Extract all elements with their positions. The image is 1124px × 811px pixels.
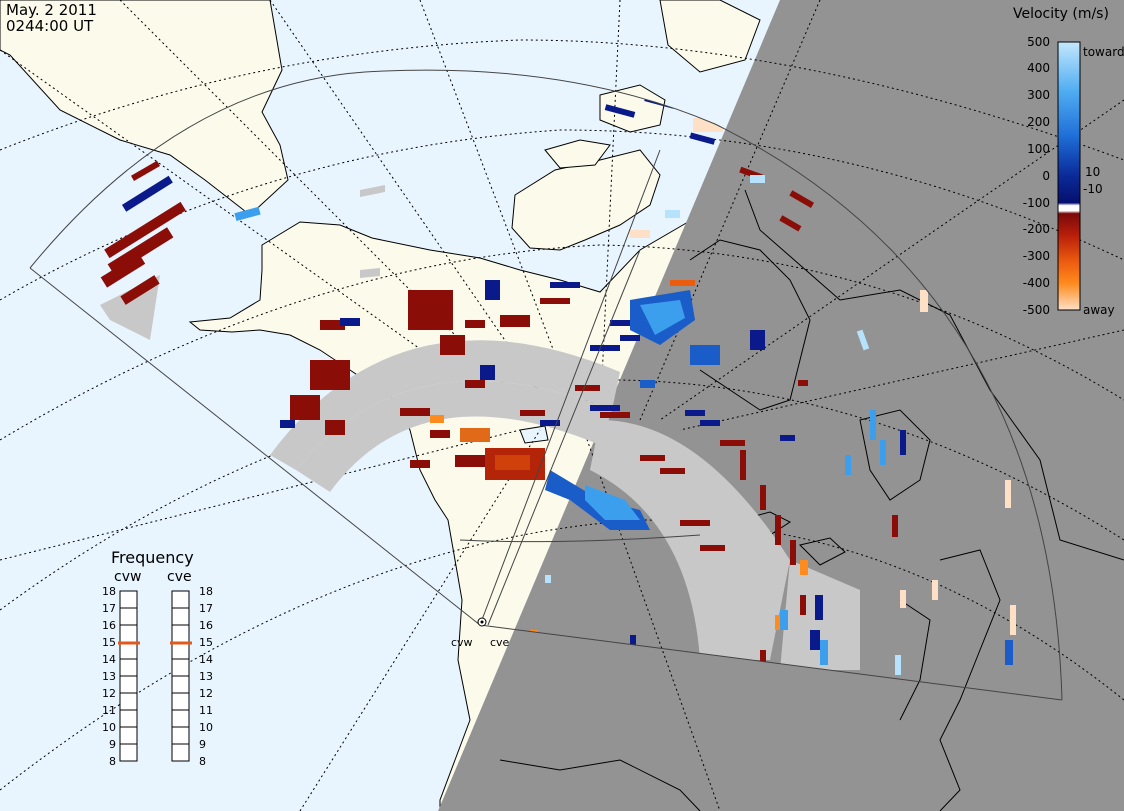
colorbar-title: Velocity (m/s) bbox=[1013, 6, 1109, 22]
frequency-tick-left: 11 bbox=[102, 704, 116, 717]
radar-site-marker bbox=[480, 620, 484, 624]
colorbar-tick: -400 bbox=[1022, 276, 1050, 290]
ground-scatter bbox=[590, 420, 790, 660]
radar-label-cve: cve bbox=[490, 636, 510, 649]
frequency-tick-right: 13 bbox=[199, 670, 213, 683]
frequency-label-cvw: cvw bbox=[114, 569, 142, 585]
colorbar-tick: -200 bbox=[1022, 222, 1050, 236]
frequency-tick-right: 9 bbox=[199, 738, 206, 751]
ground-scatter bbox=[270, 340, 620, 470]
time-label: 0244:00 UT bbox=[6, 17, 94, 35]
frequency-tick-left: 16 bbox=[102, 619, 116, 632]
radar-data bbox=[100, 91, 1016, 675]
frequency-tick-left: 18 bbox=[102, 585, 116, 598]
colorbar-inner-label: -10 bbox=[1083, 182, 1103, 196]
frequency-label-cve: cve bbox=[167, 569, 192, 585]
night-side bbox=[438, 0, 1124, 811]
colorbar-tick: -300 bbox=[1022, 249, 1050, 263]
frequency-title: Frequency bbox=[111, 548, 194, 567]
ground-scatter bbox=[296, 380, 612, 492]
strong-away-cells bbox=[430, 415, 444, 423]
frequency-tick-right: 17 bbox=[199, 602, 213, 615]
frequency-tick-right: 11 bbox=[199, 704, 213, 717]
frequency-tick-left: 15 bbox=[102, 636, 116, 649]
frequency-tick-left: 8 bbox=[109, 755, 116, 768]
frequency-tick-right: 15 bbox=[199, 636, 213, 649]
frequency-tick-left: 13 bbox=[102, 670, 116, 683]
colorbar-tick: 500 bbox=[1027, 35, 1050, 49]
away-cells bbox=[100, 160, 898, 665]
ground-scatter bbox=[360, 185, 385, 197]
strong-away-cells bbox=[495, 455, 530, 470]
colorbar-tick: 0 bbox=[1042, 169, 1050, 183]
frequency-tick-right: 8 bbox=[199, 755, 206, 768]
colorbar-tick: 400 bbox=[1027, 61, 1050, 75]
strong-away-cells bbox=[460, 428, 490, 442]
toward-cells bbox=[234, 206, 886, 665]
ground-scatter bbox=[470, 395, 525, 415]
toward-cells bbox=[545, 175, 901, 675]
frequency-tick-right: 10 bbox=[199, 721, 213, 734]
colorbar-inner-label: 10 bbox=[1085, 165, 1101, 179]
frequency-tick-left: 12 bbox=[102, 687, 116, 700]
frequency-tick-right: 16 bbox=[199, 619, 213, 632]
colorbar-tick: 300 bbox=[1027, 88, 1050, 102]
frequency-tick-right: 18 bbox=[199, 585, 213, 598]
toward-cells bbox=[121, 91, 906, 650]
colorbar-tick: -100 bbox=[1022, 196, 1050, 210]
colorbar-tick: 100 bbox=[1027, 142, 1050, 156]
colorbar-tick: 200 bbox=[1027, 115, 1050, 129]
velocity-colorbar bbox=[1057, 41, 1081, 311]
frequency-panel bbox=[118, 590, 192, 762]
away-label: away bbox=[1083, 303, 1115, 317]
strong-away-cells bbox=[775, 615, 783, 630]
colorbar-gradient bbox=[1057, 41, 1081, 311]
radar-fov-outlines bbox=[29, 69, 1063, 701]
frequency-tick-left: 14 bbox=[102, 653, 116, 666]
radar-sites bbox=[477, 617, 487, 627]
date-label: May. 2 2011 bbox=[6, 1, 97, 19]
frequency-tick-right: 14 bbox=[199, 653, 213, 666]
radar-label-cvw: cvw bbox=[451, 636, 473, 649]
ground-scatter bbox=[360, 268, 380, 278]
frequency-tick-left: 17 bbox=[102, 602, 116, 615]
frequency-tick-left: 9 bbox=[109, 738, 116, 751]
strong-away-cells bbox=[800, 560, 808, 575]
strong-away-cells bbox=[670, 280, 695, 286]
frequency-tick-left: 10 bbox=[102, 721, 116, 734]
toward-label: toward bbox=[1083, 45, 1124, 59]
frequency-tick-right: 12 bbox=[199, 687, 213, 700]
colorbar-tick: -500 bbox=[1022, 303, 1050, 317]
